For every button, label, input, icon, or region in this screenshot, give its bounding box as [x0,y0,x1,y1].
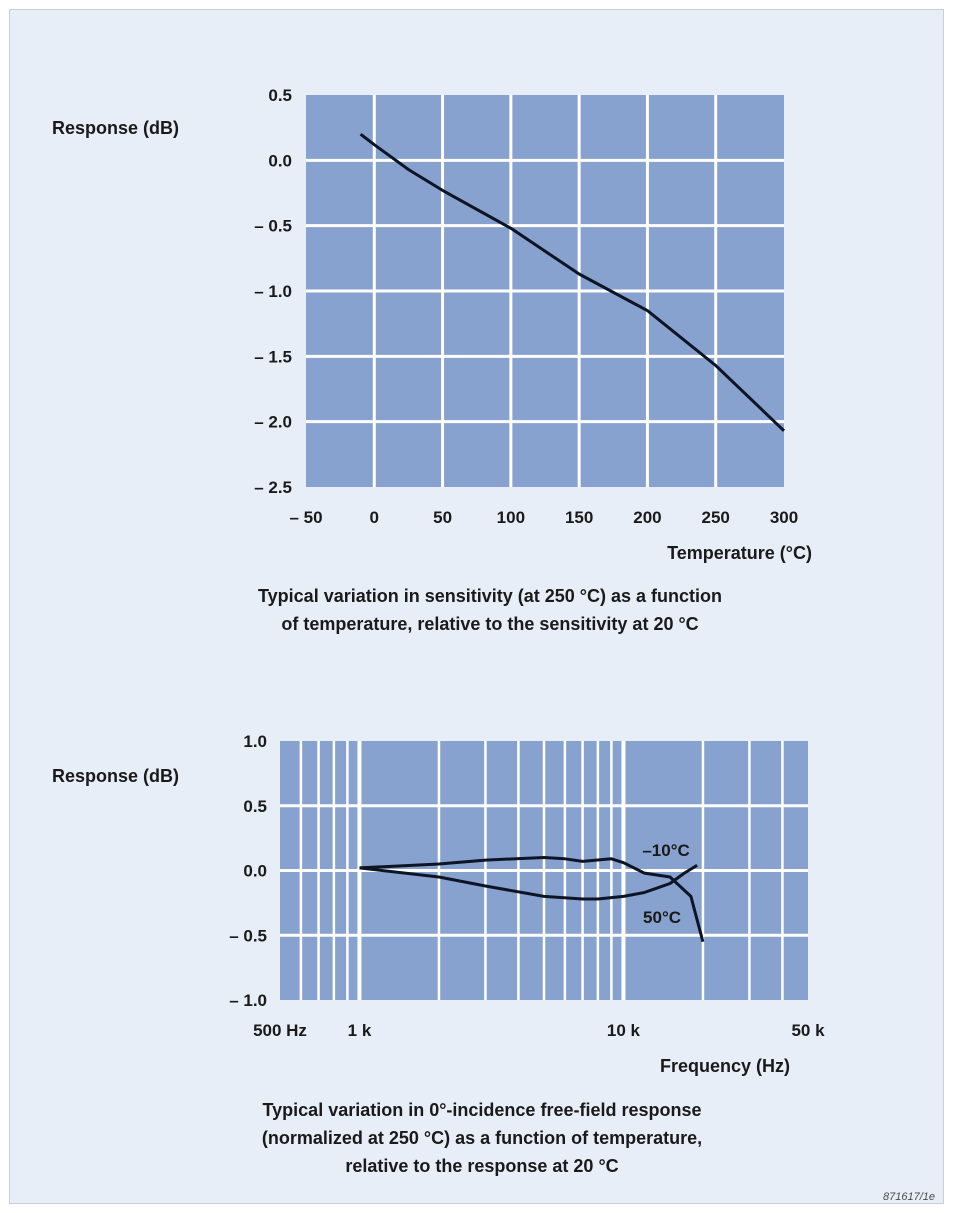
y-tick-label: – 0.5 [254,217,292,236]
y-tick-label: 0.5 [243,797,267,816]
x-tick-label: 1 k [348,1021,372,1040]
figure-ref: 871617/1e [883,1191,935,1203]
figure-panel: 0.5 0.0 – 0.5 – 1.0 – 1.5 – 2.0 – 2.5 – 50 0 50 10… [9,9,944,1204]
y-tick-label: 0.0 [243,862,267,881]
y-axis-label: Response (dB) [52,118,179,138]
x-tick-label: 10 k [607,1021,641,1040]
chart-caption-line: (normalized at 250 °C) as a function of … [262,1128,702,1148]
x-axis-label: Temperature (°C) [667,543,812,563]
x-tick-label: 50 [433,508,452,527]
y-tick-label: 1.0 [243,732,267,751]
series-line [359,864,698,901]
x-axis-label: Frequency (Hz) [660,1056,790,1076]
x-tick-label: 50 k [791,1021,825,1040]
series-label: –10°C [642,841,689,860]
x-tick-label: 150 [565,508,593,527]
x-tick-label: 200 [633,508,661,527]
chart-temperature-sensitivity: 0.5 0.0 – 0.5 – 1.0 – 1.5 – 2.0 – 2.5 – 50 0 50 10… [52,86,812,634]
y-tick-label: 0.0 [268,151,292,170]
chart-caption-line: Typical variation in 0°-incidence free-f… [263,1100,702,1120]
y-axis-label: Response (dB) [52,766,179,786]
y-tick-label: – 2.5 [254,478,292,497]
y-tick-label: – 2.0 [254,413,292,432]
x-tick-label: 0 [370,508,379,527]
series-label: 50°C [643,908,681,927]
y-tick-label: – 1.5 [254,347,292,366]
x-tick-label: – 50 [289,508,322,527]
y-tick-label: – 1.0 [254,282,292,301]
series-line [359,133,786,432]
chart-caption-line: of temperature, relative to the sensitiv… [281,614,698,634]
x-tick-label: 300 [770,508,798,527]
x-tick-label: 100 [497,508,525,527]
x-tick-label: 500 Hz [253,1021,307,1040]
y-tick-label: – 0.5 [229,926,267,945]
x-tick-label: 250 [702,508,730,527]
y-tick-label: – 1.0 [229,991,267,1010]
chart-caption-line: Typical variation in sensitivity (at 250… [258,586,722,606]
chart-caption-line: relative to the response at 20 °C [345,1156,618,1176]
figure-canvas: 0.5 0.0 – 0.5 – 1.0 – 1.5 – 2.0 – 2.5 – 50 0 50 10… [52,86,935,1203]
chart-free-field-response: 1.0 0.5 0.0 – 0.5 – 1.0 500 Hz 1 k 10 k 50 k Resp… [52,732,825,1176]
y-tick-label: 0.5 [268,86,292,105]
